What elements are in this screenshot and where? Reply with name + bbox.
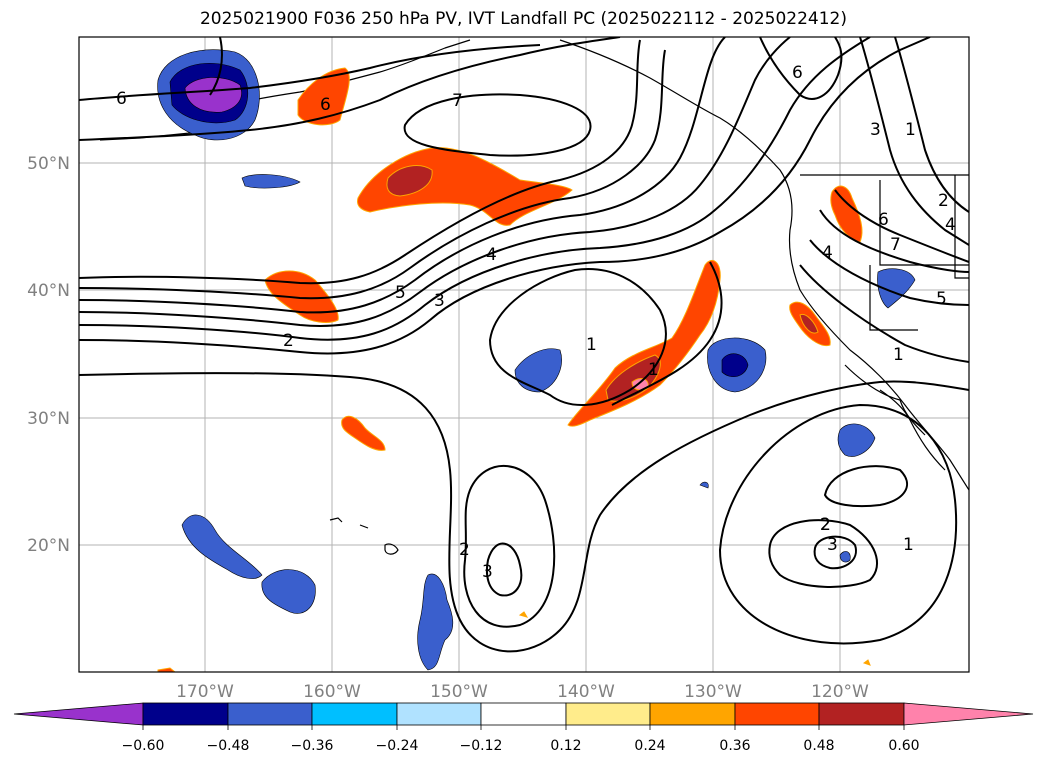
map-title: 2025021900 F036 250 hPa PV, IVT Landfall… <box>199 9 847 29</box>
contour-label: 6 <box>792 63 803 83</box>
contour-label: 6 <box>116 89 127 109</box>
colorbar-label: 0.24 <box>634 738 665 754</box>
positive-pv-regions <box>157 67 871 672</box>
colorbar-label: 0.60 <box>888 738 919 754</box>
colorbar-label: −0.36 <box>291 738 334 754</box>
contour-label: 2 <box>283 331 294 351</box>
contour-label: 6 <box>878 210 889 230</box>
colorbar-labels: −0.60 −0.48 −0.36 −0.24 −0.12 0.12 0.24 … <box>122 738 920 754</box>
lat-tick-label: 50°N <box>27 154 70 174</box>
lat-tick-label: 20°N <box>27 536 70 556</box>
ivt-contours <box>79 37 969 653</box>
colorbar-label: −0.24 <box>376 738 419 754</box>
colorbar-segment <box>818 702 905 726</box>
contour-label: 1 <box>893 345 904 365</box>
contour-label: 4 <box>822 243 833 263</box>
contour-label: 1 <box>903 535 914 555</box>
contour-label: 4 <box>486 245 497 265</box>
colorbar-label: 0.12 <box>550 738 581 754</box>
colorbar-segment <box>13 702 144 726</box>
colorbar <box>13 702 1034 730</box>
contour-label: 3 <box>870 120 881 140</box>
contour-label: 5 <box>395 283 406 303</box>
contour-label: 7 <box>890 235 901 255</box>
contour-label: 5 <box>936 289 947 309</box>
lon-tick-label: 150°W <box>430 682 488 702</box>
lon-tick-label: 120°W <box>811 682 869 702</box>
colorbar-segment <box>903 702 1034 726</box>
contour-labels: 6 6 7 6 3 1 2 4 6 7 4 5 2 5 3 4 1 1 1 2 … <box>116 63 956 582</box>
colorbar-label: −0.60 <box>122 738 165 754</box>
colorbar-label: 0.36 <box>719 738 750 754</box>
contour-label: 2 <box>820 515 831 535</box>
colorbar-segment <box>396 702 482 726</box>
colorbar-label: −0.12 <box>460 738 503 754</box>
colorbar-segment <box>565 702 651 726</box>
colorbar-segment <box>734 702 820 726</box>
contour-label: 2 <box>938 191 949 211</box>
latitude-ticks: 50°N 40°N 30°N 20°N <box>27 154 70 556</box>
lat-tick-label: 30°N <box>27 409 70 429</box>
colorbar-segment <box>480 702 567 726</box>
contour-label: 2 <box>459 540 470 560</box>
colorbar-segment <box>227 702 313 726</box>
contour-label: 3 <box>434 291 445 311</box>
contour-label: 1 <box>648 360 659 380</box>
colorbar-label: 0.48 <box>803 738 834 754</box>
map-border <box>78 36 970 673</box>
negative-pv-regions <box>157 49 916 671</box>
colorbar-segment <box>649 702 736 726</box>
contour-label: 4 <box>945 215 956 235</box>
colorbar-label: −0.48 <box>207 738 250 754</box>
contour-label: 3 <box>482 562 493 582</box>
lon-tick-label: 170°W <box>176 682 234 702</box>
lon-tick-label: 160°W <box>303 682 361 702</box>
contour-label: 2 <box>820 515 831 535</box>
contour-label: 6 <box>320 95 331 115</box>
contour-label: 7 <box>452 91 463 111</box>
colorbar-segment <box>311 702 398 726</box>
colorbar-segment <box>142 702 229 726</box>
contour-label: 1 <box>586 335 597 355</box>
lat-tick-label: 40°N <box>27 281 70 301</box>
lon-tick-label: 130°W <box>684 682 742 702</box>
contour-label: 3 <box>827 535 838 555</box>
longitude-ticks: 170°W 160°W 150°W 140°W 130°W 120°W <box>176 682 869 702</box>
coastline <box>99 39 969 555</box>
lon-tick-label: 140°W <box>557 682 615 702</box>
contour-label: 1 <box>905 120 916 140</box>
